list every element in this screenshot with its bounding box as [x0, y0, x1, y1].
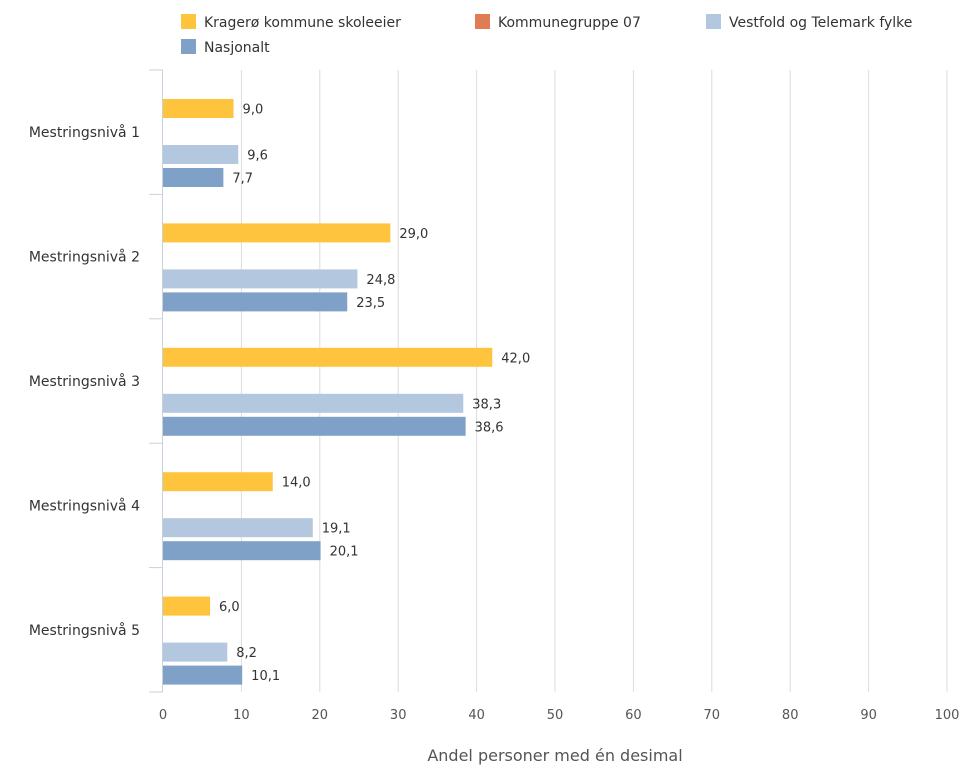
bar: [163, 168, 224, 187]
bar: [163, 518, 313, 538]
data-labels: 9,0 29,0 42,0 14,0 6,0 9,6 24,8 38,3 19,1 8,2 7,7 2…: [219, 103, 530, 685]
data-label: 9,6: [247, 149, 268, 164]
data-label: 38,6: [475, 420, 504, 435]
category-labels: Mestringsnivå 1 Mestringsnivå 2 Mestringsn…: [29, 124, 140, 639]
category-label: Mestringsnivå 5: [29, 622, 140, 639]
x-axis-title: Andel personer med én desimal: [427, 746, 682, 765]
x-tick-labels: 0 10 20 30 40 50 60 70 80 90 100: [159, 708, 960, 723]
data-label: 14,0: [282, 476, 311, 491]
x-tick-label: 10: [233, 708, 250, 723]
category-label: Mestringsnivå 3: [29, 373, 140, 390]
x-tick-label: 60: [625, 708, 642, 723]
bar: [163, 145, 239, 164]
bar: [163, 269, 358, 289]
category-axis: [149, 69, 163, 693]
grid-lines: [240, 70, 948, 692]
bars: [163, 99, 493, 685]
bar: [163, 292, 348, 312]
data-label: 38,3: [472, 397, 501, 412]
x-tick-label: 100: [935, 708, 960, 723]
bar: [163, 596, 211, 616]
bar: [163, 472, 273, 492]
data-label: 20,1: [330, 545, 359, 560]
data-label: 29,0: [399, 227, 428, 242]
legend-swatch: [181, 39, 196, 54]
data-label: 19,1: [322, 522, 351, 537]
legend-label: Kragerø kommune skoleeier: [204, 15, 401, 31]
legend: Kragerø kommune skoleeier Kommunegruppe 0…: [181, 14, 912, 56]
bar: [163, 99, 234, 118]
data-label: 8,2: [236, 646, 257, 661]
legend-label: Kommunegruppe 07: [498, 15, 641, 31]
bar: [163, 416, 466, 436]
legend-label: Nasjonalt: [204, 40, 270, 56]
data-label: 24,8: [366, 273, 395, 288]
bar: [163, 642, 228, 662]
data-label: 9,0: [243, 103, 264, 118]
bar: [163, 393, 464, 413]
data-label: 7,7: [232, 172, 253, 187]
legend-swatch: [706, 14, 721, 29]
x-tick-label: 70: [704, 708, 721, 723]
x-tick-label: 0: [159, 708, 167, 723]
data-label: 10,1: [251, 669, 280, 684]
x-tick-label: 90: [860, 708, 877, 723]
category-label: Mestringsnivå 1: [29, 124, 140, 141]
x-tick-label: 20: [312, 708, 329, 723]
x-tick-label: 40: [468, 708, 485, 723]
bar: [163, 665, 243, 685]
x-tick-label: 80: [782, 708, 799, 723]
data-label: 6,0: [219, 600, 240, 615]
legend-swatch: [475, 14, 490, 29]
bar: [163, 541, 321, 561]
x-tick-label: 30: [390, 708, 407, 723]
legend-label: Vestfold og Telemark fylke: [729, 15, 912, 31]
bar: [163, 347, 493, 367]
x-tick-label: 50: [547, 708, 564, 723]
bar: [163, 223, 391, 243]
legend-swatch: [181, 14, 196, 29]
data-label: 23,5: [356, 296, 385, 311]
category-label: Mestringsnivå 4: [29, 497, 140, 514]
data-label: 42,0: [501, 351, 530, 366]
category-label: Mestringsnivå 2: [29, 249, 140, 266]
